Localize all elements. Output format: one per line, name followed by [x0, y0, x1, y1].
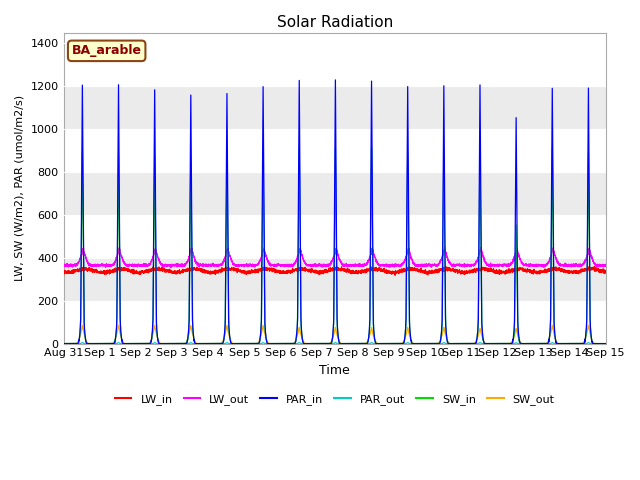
Y-axis label: LW, SW (W/m2), PAR (umol/m2/s): LW, SW (W/m2), PAR (umol/m2/s)	[15, 95, 25, 281]
Bar	[63, 258, 605, 300]
Legend: LW_in, LW_out, PAR_in, PAR_out, SW_in, SW_out: LW_in, LW_out, PAR_in, PAR_out, SW_in, S…	[110, 390, 559, 409]
X-axis label: Time: Time	[319, 364, 350, 377]
Bar	[63, 86, 605, 129]
Bar	[63, 172, 605, 215]
Text: BA_arable: BA_arable	[72, 44, 141, 57]
Title: Solar Radiation: Solar Radiation	[276, 15, 393, 30]
